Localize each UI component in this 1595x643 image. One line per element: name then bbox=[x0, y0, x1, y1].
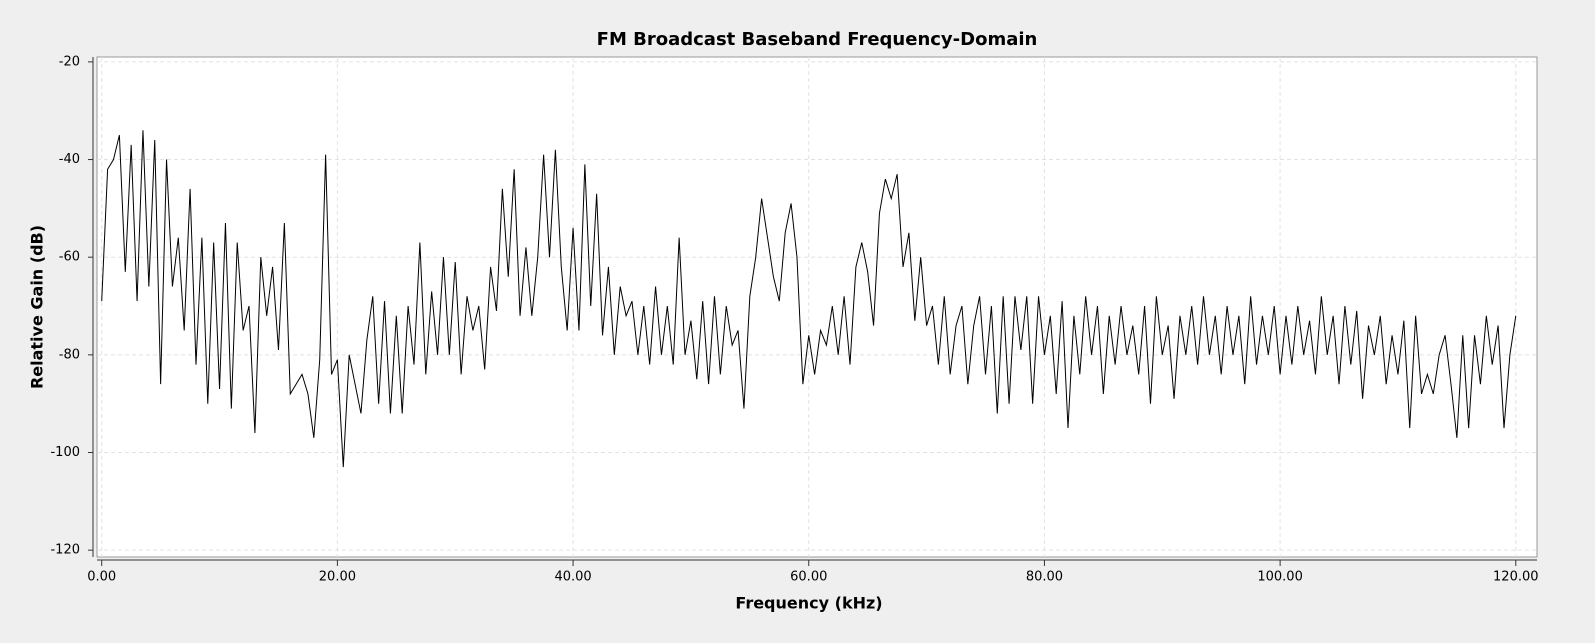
x-tick-label: 20.00 bbox=[319, 570, 356, 585]
x-axis-label: Frequency (kHz) bbox=[735, 594, 882, 613]
x-tick-label: 0.00 bbox=[87, 570, 116, 585]
x-tick-label: 120.00 bbox=[1493, 570, 1539, 585]
x-tick-label: 80.00 bbox=[1026, 570, 1063, 585]
y-axis-label: Relative Gain (dB) bbox=[28, 225, 47, 389]
chart-title: FM Broadcast Baseband Frequency-Domain bbox=[597, 29, 1038, 50]
y-tick-label: -40 bbox=[59, 152, 80, 167]
y-tick-label: -60 bbox=[59, 250, 80, 265]
y-tick-label: -100 bbox=[50, 445, 80, 460]
y-tick-label: -120 bbox=[50, 543, 80, 558]
y-tick-label: -20 bbox=[59, 54, 80, 69]
y-tick-label: -80 bbox=[59, 347, 80, 362]
x-tick-label: 40.00 bbox=[554, 570, 591, 585]
x-tick-label: 60.00 bbox=[790, 570, 827, 585]
x-tick-label: 100.00 bbox=[1257, 570, 1303, 585]
spectrum-line bbox=[101, 130, 1517, 468]
